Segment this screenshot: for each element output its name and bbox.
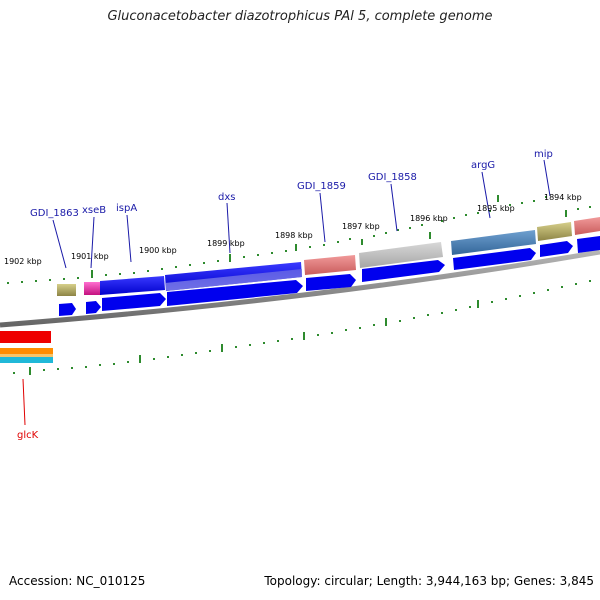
gene-block-GDI_1863 [57, 284, 76, 296]
gene-block-argG [451, 230, 536, 255]
gene-block-GDI_1859 [304, 255, 356, 275]
gene-label-GDI_1863: GDI_1863 [30, 208, 79, 219]
gene-labels: GDI_1863 xseB ispA dxs GDI_1859 GDI_1858… [17, 149, 553, 441]
gene-block-xseB [84, 282, 101, 295]
gene-block-next [574, 217, 600, 235]
scale-label: 1898 kbp [275, 231, 313, 240]
scale-label: 1900 kbp [139, 246, 177, 255]
gene-label-ispA: ispA [116, 203, 137, 214]
glck-leader [22, 378, 26, 426]
gene-blocks-upper [57, 217, 600, 296]
gene-label-GDI_1858: GDI_1858 [368, 172, 417, 183]
scale-label: 1896 kbp [410, 214, 448, 223]
glck-region-blocks [0, 331, 53, 363]
gene-label-mip: mip [534, 149, 553, 160]
gene-label-xseB: xseB [82, 205, 106, 216]
cds-arrows-forward [59, 236, 600, 316]
scale-label: 1902 kbp [4, 257, 42, 266]
gene-label-glcK: glcK [17, 430, 39, 441]
scale-label: 1899 kbp [207, 239, 245, 248]
label-leaders [52, 159, 551, 269]
scale-labels: 1902 kbp 1901 kbp 1900 kbp 1899 kbp 1898… [4, 193, 582, 266]
gene-block-ispA [100, 276, 165, 295]
gene-label-argG: argG [471, 160, 495, 171]
gene-label-dxs: dxs [218, 192, 235, 203]
gene-block-GDI_1858 [359, 242, 443, 268]
topology-text: Topology: circular; Length: 3,944,163 bp… [264, 574, 594, 588]
map-title: Gluconacetobacter diazotrophicus PAl 5, … [107, 9, 493, 24]
scale-ticks-inner [13, 280, 591, 375]
gene-label-GDI_1859: GDI_1859 [297, 181, 346, 192]
scale-ticks-outer [7, 195, 591, 284]
scale-label: 1894 kbp [544, 193, 582, 202]
accession-text: Accession: NC_010125 [9, 574, 146, 588]
scale-label: 1897 kbp [342, 222, 380, 231]
genome-backbone [0, 249, 600, 328]
scale-label: 1901 kbp [71, 252, 109, 261]
scale-label: 1895 kbp [477, 204, 515, 213]
gene-block-mip [537, 222, 572, 241]
